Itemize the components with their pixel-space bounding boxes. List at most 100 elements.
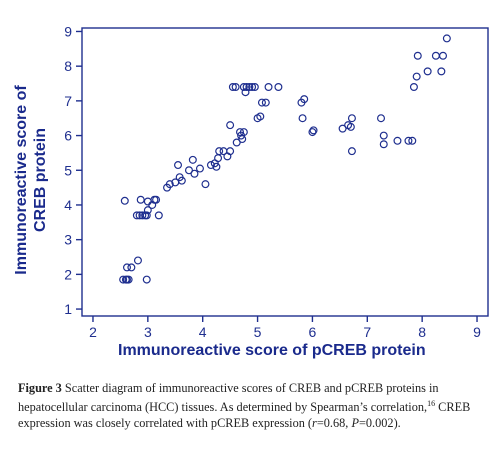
caption-p-symbol: P	[351, 416, 359, 431]
data-point	[228, 82, 237, 91]
caption-r-value: =0.68,	[316, 416, 352, 431]
data-point	[439, 51, 448, 60]
data-point	[215, 147, 224, 156]
x-axis-label: Immunoreactive score of pCREB protein	[118, 342, 426, 359]
x-tick-label: 9	[473, 324, 481, 340]
data-point	[165, 180, 174, 189]
data-point	[201, 180, 210, 189]
y-tick-label: 3	[64, 232, 72, 248]
data-point	[442, 34, 451, 43]
data-point	[195, 164, 204, 173]
y-tick-label: 5	[64, 162, 72, 178]
data-point	[250, 82, 259, 91]
axis-ticks: 2 3 4 5 6 7 8 9 1 2 3 4 5 6 7 8 9	[64, 23, 481, 340]
data-point	[437, 67, 446, 76]
data-point	[231, 82, 240, 91]
y-tick-label: 7	[64, 93, 72, 109]
data-point	[242, 82, 251, 91]
data-point	[346, 122, 355, 131]
data-point	[119, 275, 128, 284]
data-point	[226, 147, 235, 156]
y-tick-label: 2	[64, 266, 72, 282]
caption-r-symbol: r	[312, 416, 317, 431]
data-point	[239, 82, 248, 91]
x-tick-label: 7	[363, 324, 371, 340]
data-point	[174, 161, 183, 170]
data-point	[142, 211, 151, 220]
data-point	[413, 51, 422, 60]
data-point	[136, 195, 145, 204]
data-point	[408, 136, 417, 145]
data-point	[256, 112, 265, 121]
data-point	[122, 275, 131, 284]
data-point	[274, 82, 283, 91]
data-point	[214, 154, 223, 163]
data-point	[206, 161, 215, 170]
data-point	[309, 126, 318, 135]
x-tick-label: 6	[309, 324, 317, 340]
data-point	[148, 200, 157, 209]
data-point	[257, 98, 266, 107]
data-point	[248, 82, 257, 91]
data-point	[300, 95, 309, 104]
data-point	[308, 128, 317, 137]
x-tick-label: 4	[199, 324, 207, 340]
data-point	[379, 131, 388, 140]
y-axis-label-line2: CREB protein	[32, 128, 48, 232]
y-tick-label: 4	[64, 197, 72, 213]
caption-text-1: Scatter diagram of immunoreactive scores…	[18, 381, 439, 415]
x-tick-label: 5	[254, 324, 262, 340]
y-tick-label: 9	[64, 23, 72, 39]
data-point	[188, 155, 197, 164]
caption-p-value: =0.002).	[358, 416, 401, 431]
data-point	[177, 176, 186, 185]
plot-frame	[81, 27, 489, 317]
y-tick-label: 1	[64, 301, 72, 317]
data-point	[236, 128, 245, 137]
scatter-chart: 2 3 4 5 6 7 8 9 1 2 3 4 5 6 7 8 9	[64, 23, 489, 340]
data-point	[261, 98, 270, 107]
plot-border	[81, 27, 489, 317]
data-point	[132, 211, 141, 220]
data-point	[379, 140, 388, 149]
x-tick-label: 2	[89, 324, 97, 340]
data-point	[154, 211, 163, 220]
data-point	[347, 114, 356, 123]
data-point	[409, 82, 418, 91]
data-point	[431, 51, 440, 60]
data-point	[184, 166, 193, 175]
data-point	[152, 195, 161, 204]
data-point	[338, 124, 347, 133]
data-point	[133, 256, 142, 265]
data-point	[423, 67, 432, 76]
data-point	[143, 206, 152, 215]
y-tick-label: 8	[64, 58, 72, 74]
figure-label: Figure 3	[18, 381, 62, 395]
x-tick-label: 8	[418, 324, 426, 340]
data-point	[232, 138, 241, 147]
x-tick-label: 3	[144, 324, 152, 340]
data-point	[127, 263, 136, 272]
data-point	[120, 196, 129, 205]
data-point	[143, 197, 152, 206]
data-point	[298, 114, 307, 123]
data-points	[119, 34, 451, 284]
data-point	[241, 88, 250, 97]
figure-caption: Figure 3 Scatter diagram of immunoreacti…	[18, 380, 488, 431]
data-point	[142, 275, 151, 284]
data-point	[393, 136, 402, 145]
y-axis-label-line1: Immunoreactive score of	[13, 85, 30, 275]
data-point	[212, 162, 221, 171]
data-point	[122, 263, 131, 272]
data-point	[377, 114, 386, 123]
data-point	[245, 82, 254, 91]
data-point	[412, 72, 421, 81]
y-axis-label: Immunoreactive score of CREB protein	[13, 85, 48, 275]
caption-text-2: CREB expression was closely correlated w…	[18, 400, 471, 431]
data-point	[190, 169, 199, 178]
data-point	[264, 82, 273, 91]
data-point	[239, 128, 248, 137]
caption-reference: 16	[427, 399, 436, 408]
data-point	[138, 211, 147, 220]
y-tick-label: 6	[64, 128, 72, 144]
